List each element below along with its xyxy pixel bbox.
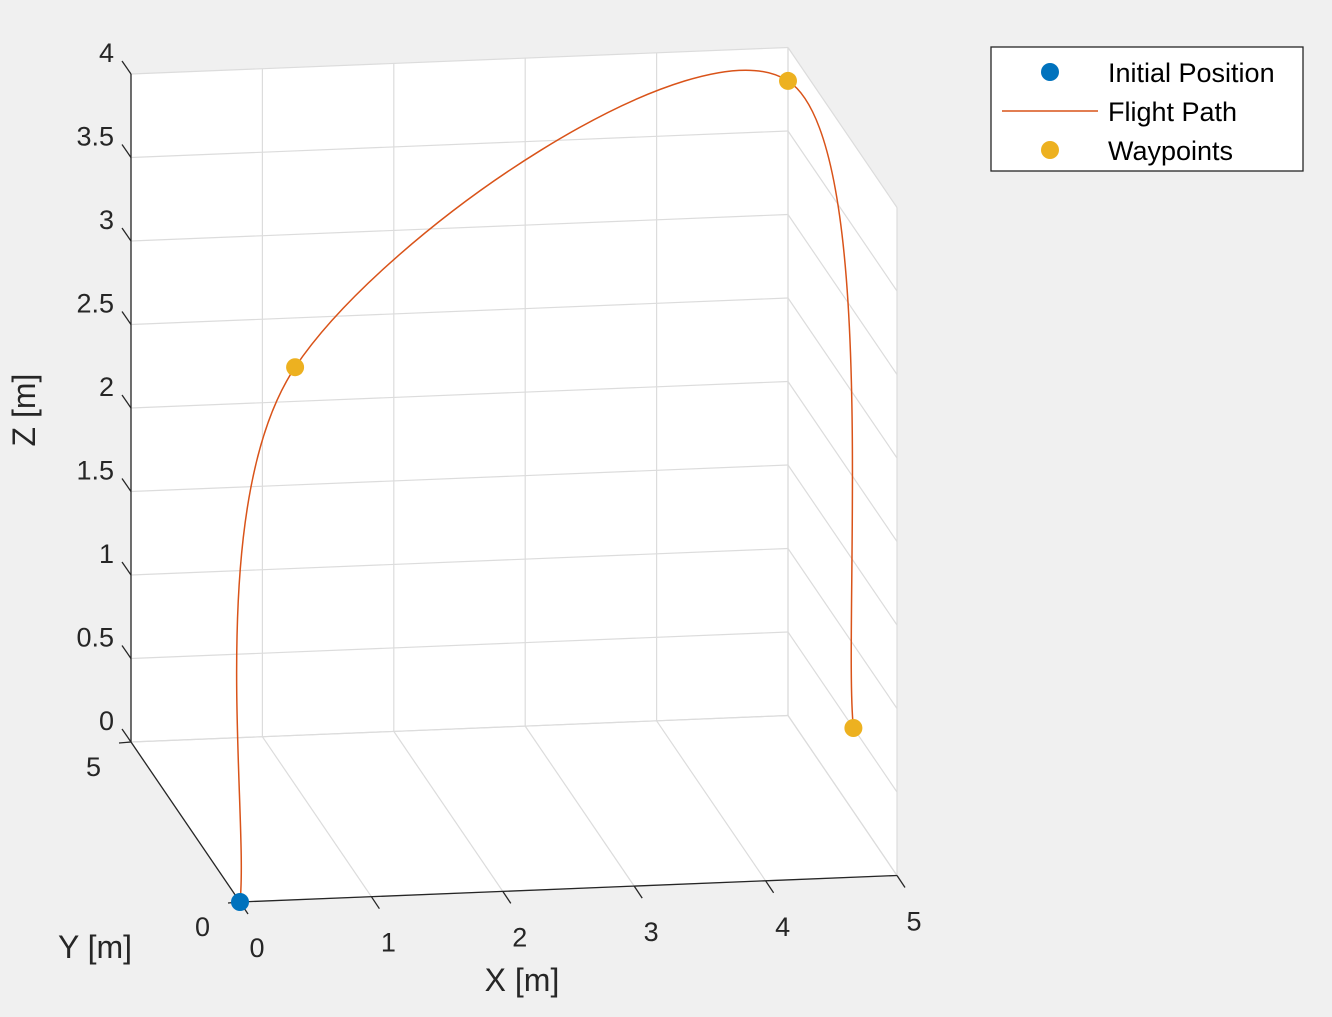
x-tick-mark bbox=[765, 880, 775, 894]
grid-line-back-z bbox=[130, 714, 789, 743]
x-tick-label: 2 bbox=[512, 922, 527, 952]
flight-path-line bbox=[235, 69, 855, 903]
grid-line-back-z bbox=[130, 380, 789, 409]
grid-line-side-z bbox=[787, 631, 898, 793]
x-tick-mark bbox=[502, 891, 512, 904]
y-axis-label: Y [m] bbox=[58, 929, 132, 965]
z-tick-label: 3 bbox=[99, 205, 114, 235]
grid-line-back-z bbox=[130, 464, 789, 493]
x-tick-mark bbox=[896, 875, 906, 888]
waypoint-marker bbox=[844, 719, 863, 737]
z-tick-mark bbox=[121, 394, 132, 409]
y-tick-label: 0 bbox=[195, 912, 210, 942]
legend-initial-label: Initial Position bbox=[1108, 58, 1275, 88]
grid-line-side-z bbox=[787, 381, 898, 542]
z-tick-label: 4 bbox=[99, 38, 114, 68]
grid-line-back-z bbox=[130, 297, 789, 326]
initial-position-marker bbox=[231, 893, 249, 911]
x-tick-label: 5 bbox=[906, 907, 921, 937]
axes-panes bbox=[131, 47, 897, 902]
grid-line-back-z bbox=[130, 46, 789, 75]
z-tick-label: 3.5 bbox=[76, 122, 114, 152]
x-tick-label: 0 bbox=[249, 933, 264, 963]
z-tick-mark bbox=[121, 227, 132, 242]
x-axis-label: X [m] bbox=[485, 962, 560, 998]
legend-waypoints-label: Waypoints bbox=[1108, 136, 1233, 166]
grid-line-side-z bbox=[787, 548, 898, 709]
data-series bbox=[231, 69, 863, 911]
legend-waypoints-marker bbox=[1041, 141, 1059, 159]
legend-path-label: Flight Path bbox=[1108, 97, 1237, 127]
z-tick-mark bbox=[121, 645, 132, 659]
floor-pane bbox=[131, 715, 897, 902]
z-tick-label: 1 bbox=[99, 539, 114, 569]
z-tick-mark bbox=[121, 60, 132, 75]
z-tick-mark bbox=[121, 144, 132, 158]
z-tick-label: 2 bbox=[99, 372, 114, 402]
grid-line-floor-x bbox=[393, 731, 504, 892]
x-tick-label: 1 bbox=[381, 928, 396, 958]
grid-line-side-z bbox=[787, 297, 898, 459]
z-tick-label: 0.5 bbox=[76, 623, 114, 653]
z-tick-mark bbox=[121, 728, 132, 743]
waypoint-marker bbox=[286, 358, 305, 377]
x-tick-mark bbox=[633, 885, 643, 899]
grid-line-floor-x bbox=[261, 736, 372, 898]
z-tick-label: 2.5 bbox=[76, 289, 114, 319]
grid-line-side-z bbox=[787, 715, 898, 876]
y-tick-mark bbox=[118, 741, 132, 744]
grid-line-back-z bbox=[130, 213, 789, 242]
grid-line-floor-x bbox=[524, 725, 635, 887]
grid-line-side-z bbox=[787, 47, 898, 208]
grid-line-side-z bbox=[787, 130, 898, 292]
waypoint-marker bbox=[779, 71, 797, 90]
legend: Initial Position Flight Path Waypoints bbox=[990, 46, 1304, 172]
x-tick-mark bbox=[370, 896, 380, 910]
x-axis-line bbox=[239, 874, 898, 903]
y-tick-label: 5 bbox=[86, 752, 101, 782]
tick-labels: 0 1 2 3 4 5 0 5 0 0.5 1 1.5 2 2.5 3 3.5 4 bbox=[76, 38, 921, 963]
y-axis-line bbox=[130, 741, 241, 903]
z-tick-mark bbox=[121, 311, 132, 325]
grid-line-floor-x bbox=[656, 720, 767, 882]
z-axis-label: Z [m] bbox=[6, 374, 42, 447]
legend-initial-marker bbox=[1041, 63, 1059, 81]
z-tick-label: 1.5 bbox=[76, 456, 114, 486]
grid-line-back-z bbox=[130, 130, 789, 159]
grid-line-side-z bbox=[787, 464, 898, 626]
x-tick-label: 4 bbox=[775, 912, 790, 942]
z-tick-mark bbox=[121, 478, 132, 492]
z-tick-mark bbox=[121, 561, 132, 576]
x-tick-label: 3 bbox=[644, 917, 659, 947]
grid-line-back-z bbox=[130, 631, 789, 660]
grid-line-side-z bbox=[787, 214, 898, 375]
z-tick-label: 0 bbox=[99, 706, 114, 736]
